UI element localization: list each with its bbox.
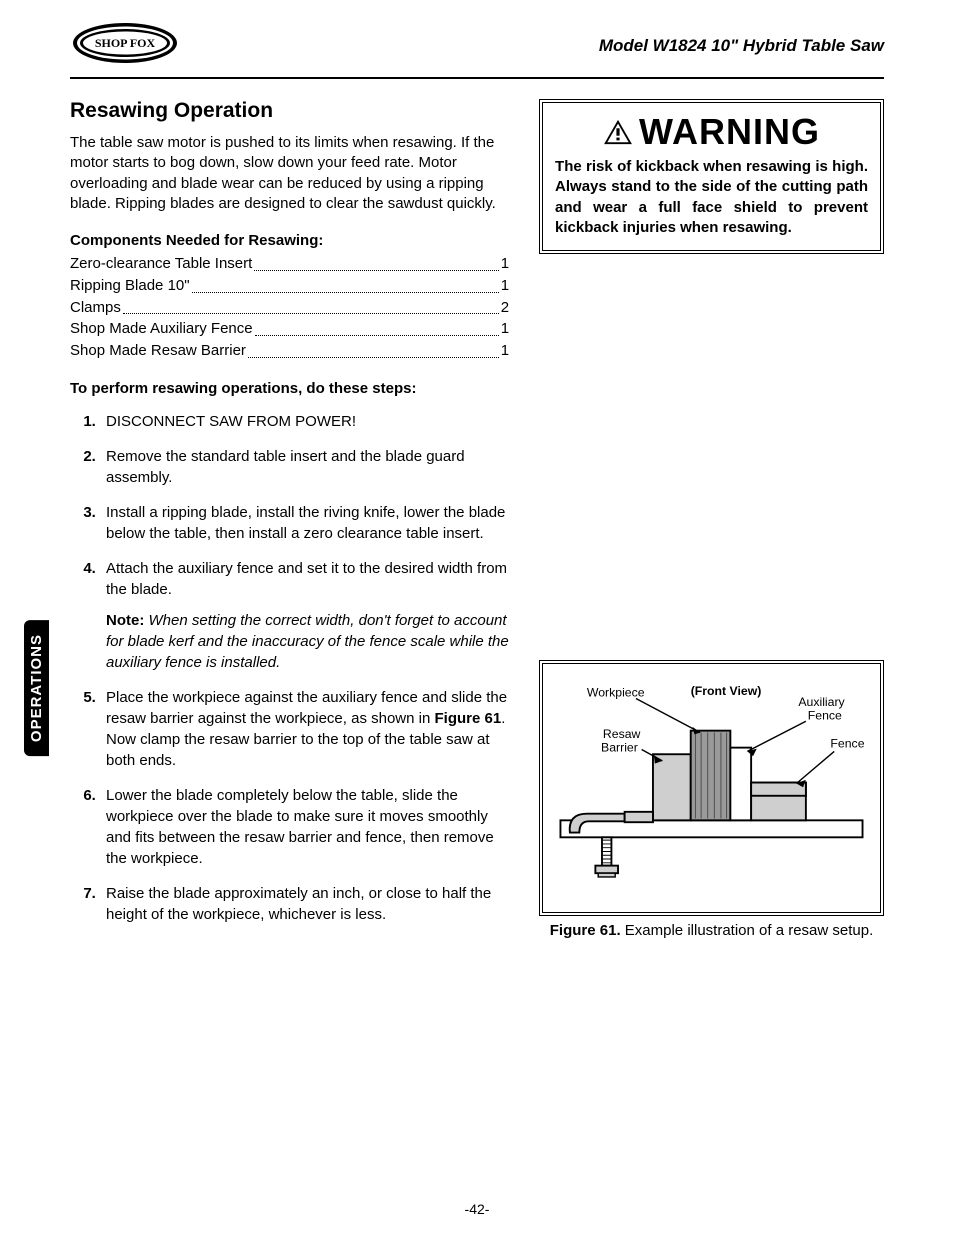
- component-qty: 2: [501, 297, 509, 319]
- fig-label-workpiece: Workpiece: [587, 686, 645, 700]
- page-header: SHOP FOX Model W1824 10" Hybrid Table Sa…: [70, 20, 884, 79]
- component-qty: 1: [501, 340, 509, 362]
- warning-box: WARNING The risk of kickback when resawi…: [539, 99, 884, 254]
- fig-label-aux-fence: Auxiliary Fence: [798, 695, 848, 722]
- step-item: DISCONNECT SAW FROM POWER!: [100, 411, 509, 432]
- fig-label-fence: Fence: [830, 737, 864, 751]
- step-item: Place the workpiece against the auxiliar…: [100, 687, 509, 771]
- warning-heading: WARNING: [555, 111, 868, 153]
- step-item: Lower the blade completely below the tab…: [100, 785, 509, 869]
- step-note: Note: When setting the correct width, do…: [106, 610, 509, 673]
- main-text-column: Resawing Operation The table saw motor i…: [70, 99, 509, 939]
- warning-word: WARNING: [639, 111, 820, 153]
- figure-wrap: Workpiece (Front View) Auxiliary Fence R…: [539, 330, 884, 939]
- component-qty: 1: [501, 275, 509, 297]
- step-item: Raise the blade approximately an inch, o…: [100, 883, 509, 925]
- leader-dots: [192, 275, 499, 293]
- component-row: Zero-clearance Table Insert 1: [70, 253, 509, 275]
- step-text: Place the workpiece against the auxiliar…: [106, 689, 507, 769]
- brand-logo: SHOP FOX: [70, 20, 180, 71]
- leader-dots: [254, 253, 498, 271]
- steps-list: DISCONNECT SAW FROM POWER! Remove the st…: [70, 411, 509, 925]
- component-label: Zero-clearance Table Insert: [70, 253, 252, 275]
- step-item: Remove the standard table insert and the…: [100, 446, 509, 488]
- steps-heading: To perform resawing operations, do these…: [70, 380, 509, 397]
- logo-text: SHOP FOX: [95, 36, 156, 50]
- step-text: Attach the auxiliary fence and set it to…: [106, 560, 507, 598]
- fig-view-label: (Front View): [691, 684, 762, 698]
- figure-caption-bold: Figure 61.: [550, 922, 621, 939]
- step-item: Attach the auxiliary fence and set it to…: [100, 558, 509, 673]
- leader-dots: [123, 297, 499, 315]
- component-row: Shop Made Auxiliary Fence 1: [70, 318, 509, 340]
- note-body: When setting the correct width, don't fo…: [106, 612, 509, 671]
- side-column: WARNING The risk of kickback when resawi…: [539, 99, 884, 939]
- resaw-diagram: Workpiece (Front View) Auxiliary Fence R…: [551, 674, 872, 901]
- figure-caption-text: Example illustration of a resaw setup.: [621, 922, 874, 939]
- component-qty: 1: [501, 318, 509, 340]
- component-qty: 1: [501, 253, 509, 275]
- components-list: Zero-clearance Table Insert 1 Ripping Bl…: [70, 253, 509, 362]
- component-label: Shop Made Resaw Barrier: [70, 340, 246, 362]
- component-label: Ripping Blade 10": [70, 275, 190, 297]
- section-title: Resawing Operation: [70, 99, 509, 123]
- warning-triangle-icon: [603, 119, 633, 145]
- figure-caption: Figure 61. Example illustration of a res…: [539, 922, 884, 939]
- component-label: Shop Made Auxiliary Fence: [70, 318, 253, 340]
- leader-dots: [255, 318, 499, 336]
- figure-box: Workpiece (Front View) Auxiliary Fence R…: [539, 660, 884, 916]
- component-row: Ripping Blade 10" 1: [70, 275, 509, 297]
- model-title: Model W1824 10" Hybrid Table Saw: [599, 36, 884, 56]
- side-tab-operations: OPERATIONS: [24, 620, 49, 756]
- component-row: Shop Made Resaw Barrier 1: [70, 340, 509, 362]
- warning-text: The risk of kickback when resawing is hi…: [555, 157, 868, 238]
- page-number: -42-: [0, 1201, 954, 1217]
- leader-dots: [248, 340, 499, 358]
- section-intro: The table saw motor is pushed to its lim…: [70, 133, 509, 214]
- component-label: Clamps: [70, 297, 121, 319]
- components-heading: Components Needed for Resawing:: [70, 232, 509, 249]
- step-item: Install a ripping blade, install the riv…: [100, 502, 509, 544]
- note-label: Note:: [106, 612, 144, 629]
- fig-label-resaw-barrier: Resaw Barrier: [601, 727, 644, 754]
- component-row: Clamps 2: [70, 297, 509, 319]
